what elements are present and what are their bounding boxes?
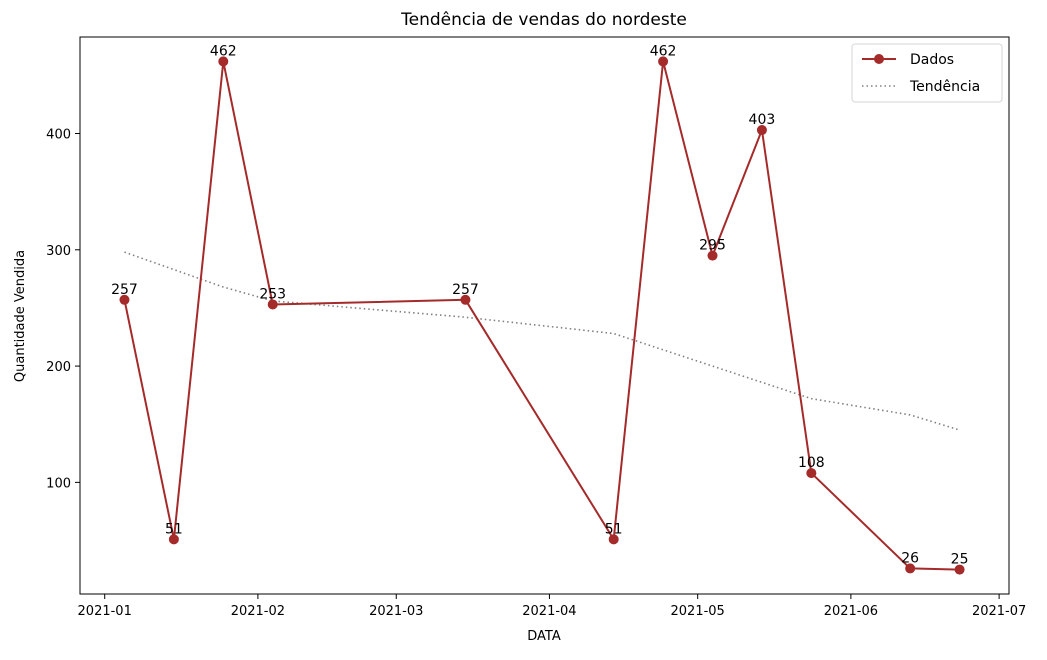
data-series-line (123, 61, 960, 571)
data-point (707, 250, 718, 261)
data-label: 257 (452, 282, 479, 298)
data-label: 253 (259, 286, 286, 302)
data-label: 51 (165, 521, 183, 537)
legend-label-dados: Dados (910, 52, 954, 68)
data-point (119, 294, 130, 305)
data-label: 26 (901, 550, 919, 566)
data-point (905, 563, 916, 574)
data-label: 25 (951, 552, 969, 568)
x-tick-label: 2021-01 (78, 604, 132, 619)
x-tick-label: 2021-03 (369, 604, 423, 619)
data-point (806, 468, 817, 479)
data-label: 462 (650, 43, 677, 59)
data-point (608, 534, 619, 545)
data-point (658, 56, 669, 67)
data-point (168, 534, 179, 545)
y-axis-label: Quantidade Vendida (13, 250, 28, 382)
x-tick-label: 2021-04 (522, 604, 576, 619)
x-tick-label: 2021-07 (972, 604, 1026, 619)
x-tick-label: 2021-02 (231, 604, 285, 619)
y-tick-label: 200 (46, 360, 71, 375)
data-point (267, 299, 278, 310)
chart-title: Tendência de vendas do nordeste (400, 10, 687, 30)
data-label: 462 (210, 43, 237, 59)
plot-frame (79, 36, 1010, 595)
data-label: 295 (699, 238, 726, 254)
legend-marker-dados (874, 54, 884, 64)
legend: Dados Tendência (851, 43, 1003, 103)
data-label: 51 (605, 521, 623, 537)
data-point (460, 294, 471, 305)
y-tick-label: 100 (46, 476, 71, 491)
x-axis-ticks: 2021-01 2021-02 2021-03 2021-04 2021-05 2021-… (78, 594, 1026, 619)
data-point (954, 564, 965, 575)
y-tick-label: 300 (46, 244, 71, 259)
x-tick-label: 2021-05 (671, 604, 725, 619)
data-label: 403 (749, 112, 776, 128)
y-tick-label: 400 (46, 128, 71, 143)
legend-label-tendencia: Tendência (909, 79, 980, 95)
data-label: 257 (111, 282, 138, 298)
plot-area: 257 51 462 253 257 51 462 295 403 108 26 25 (111, 43, 969, 575)
data-point (756, 125, 767, 136)
x-axis-label: DATA (527, 629, 561, 644)
data-point (218, 56, 229, 67)
x-tick-label: 2021-06 (824, 604, 878, 619)
data-label: 108 (798, 455, 825, 471)
y-axis-ticks: 100 200 300 400 (46, 128, 80, 491)
